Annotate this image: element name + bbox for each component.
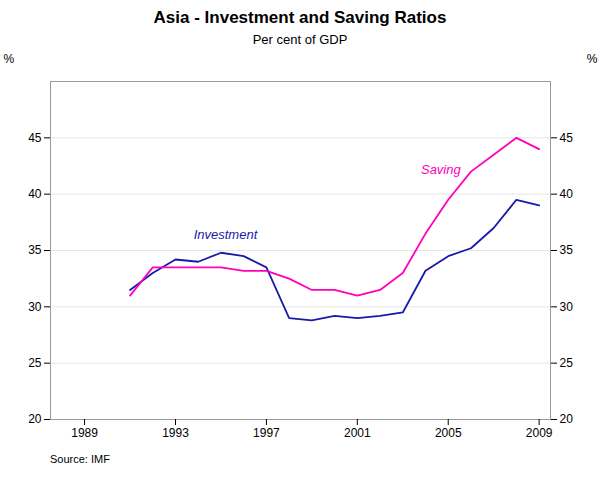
svg-text:45: 45 <box>28 131 42 145</box>
svg-text:35: 35 <box>560 243 574 257</box>
svg-text:40: 40 <box>560 187 574 201</box>
html-text:Per cent of GDP: Per cent of GDP <box>252 32 348 47</box>
svg-text:%: % <box>587 52 598 66</box>
svg-text:%: % <box>4 52 15 66</box>
svg-text:35: 35 <box>28 243 42 257</box>
svg-text:40: 40 <box>28 187 42 201</box>
svg-text:Investment: Investment <box>194 227 259 242</box>
svg-text:2009: 2009 <box>526 426 553 440</box>
svg-text:20: 20 <box>560 412 574 426</box>
svg-text:20: 20 <box>28 412 42 426</box>
svg-text:30: 30 <box>28 300 42 314</box>
svg-text:2001: 2001 <box>344 426 371 440</box>
svg-text:25: 25 <box>560 356 574 370</box>
svg-text:45: 45 <box>560 131 574 145</box>
svg-text:25: 25 <box>28 356 42 370</box>
html-text:Asia - Investment and Saving R: Asia - Investment and Saving Ratios <box>153 8 447 27</box>
svg-text:1997: 1997 <box>253 426 280 440</box>
svg-text:1993: 1993 <box>162 426 189 440</box>
html-text:Source: IMF: Source: IMF <box>50 453 110 465</box>
svg-text:1989: 1989 <box>71 426 98 440</box>
svg-text:30: 30 <box>560 300 574 314</box>
svg-text:Saving: Saving <box>421 162 462 177</box>
svg-text:2005: 2005 <box>435 426 462 440</box>
